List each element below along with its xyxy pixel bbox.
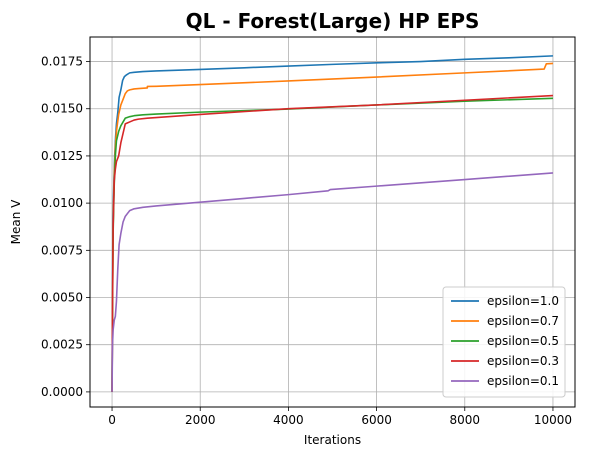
series-line-epsilon-0-1 — [111, 172, 554, 392]
series-line-epsilon-0-3 — [111, 94, 553, 392]
legend-label: epsilon=0.3 — [487, 354, 559, 368]
x-tick-label: 8000 — [449, 413, 480, 427]
y-tick-label: 0.0025 — [41, 338, 83, 352]
y-tick-label: 0.0050 — [41, 291, 83, 305]
series-layer — [111, 55, 554, 392]
x-tick-label: 10000 — [534, 413, 572, 427]
x-tick-label: 4000 — [273, 413, 304, 427]
y-tick-label: 0.0000 — [41, 385, 83, 399]
y-tick-label: 0.0075 — [41, 243, 83, 257]
y-tick-label: 0.0125 — [41, 149, 83, 163]
tick-layer: 0 2000 4000 6000 8000 10000 0.0000 0.0025 0.0050… — [41, 55, 572, 427]
legend-label: epsilon=0.7 — [487, 314, 559, 328]
y-tick-label: 0.0150 — [41, 102, 83, 116]
x-tick-label: 6000 — [361, 413, 392, 427]
x-tick-label: 0 — [108, 413, 116, 427]
y-tick-label: 0.0175 — [41, 55, 83, 69]
legend-label: epsilon=0.5 — [487, 334, 559, 348]
y-tick-label: 0.0100 — [41, 196, 83, 210]
plot-frame — [89, 36, 576, 408]
chart-title: QL - Forest(Large) HP EPS — [186, 9, 480, 33]
legend-box — [442, 286, 566, 398]
x-axis-label: Iterations — [304, 433, 361, 447]
x-tick-label: 2000 — [185, 413, 216, 427]
y-axis-label: Mean V — [9, 199, 23, 245]
legend-label: epsilon=1.0 — [487, 294, 559, 308]
legend-label: epsilon=0.1 — [487, 374, 559, 388]
legend: epsilon=1.0 epsilon=0.7 epsilon=0.5 epsilon… — [442, 286, 566, 398]
